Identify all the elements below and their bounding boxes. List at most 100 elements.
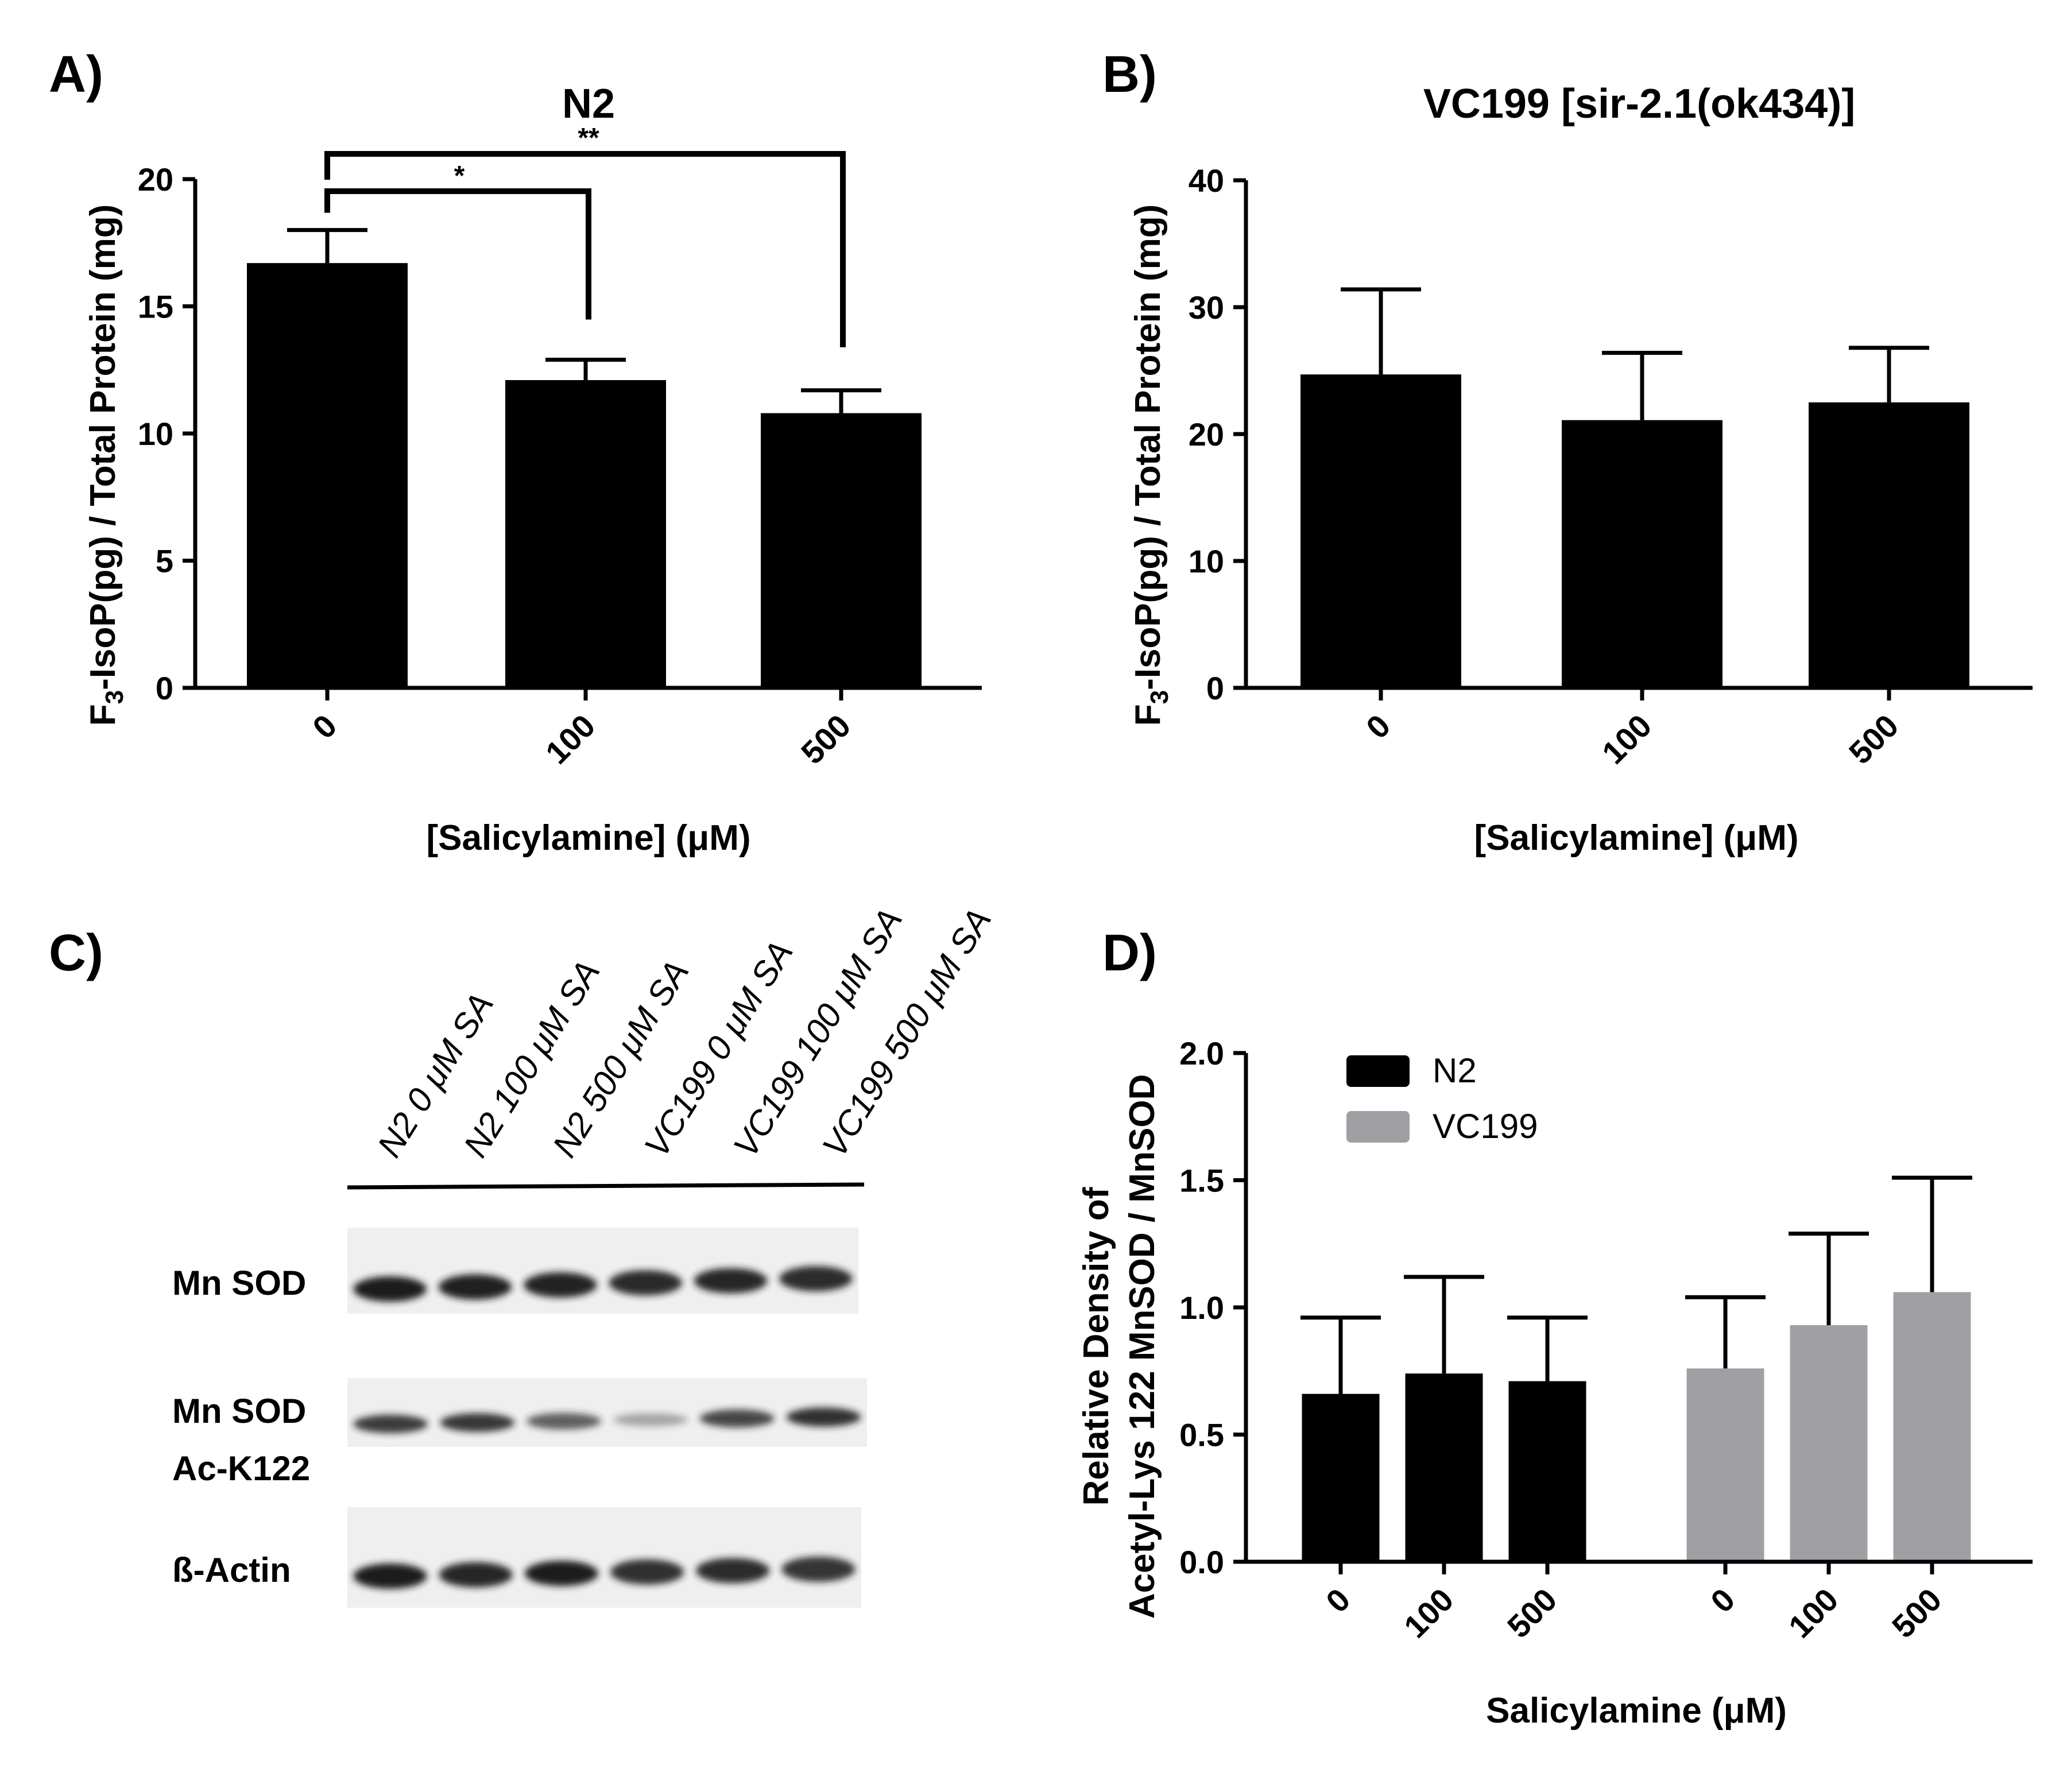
panel-d-x-axis-title: Salicylamine (μM) (1486, 1691, 1787, 1731)
panel-b-ylabel-sub: 3 (1145, 690, 1174, 704)
panel-a-label: A) (49, 46, 103, 103)
blot-band (353, 1276, 427, 1302)
panel-d-label: D) (1102, 924, 1157, 982)
a-sig-label-1: * (454, 161, 465, 191)
a-y-tick-label: 15 (138, 289, 173, 325)
panel-d: D) Relative Density of Acetyl-Lys 122 Mn… (1077, 924, 2033, 1731)
blot-band (696, 1558, 770, 1584)
blot-band (439, 1562, 513, 1588)
d-y-tick-label: 0.5 (1179, 1417, 1224, 1453)
blot-band (610, 1559, 684, 1585)
b-y-tick-label: 0 (1206, 670, 1224, 706)
d-bar-0-1 (1405, 1373, 1483, 1562)
b-bar-2 (1809, 402, 1969, 688)
d-x-tick-label: 0 (1704, 1581, 1742, 1620)
d-y-tick-label: 0.0 (1179, 1544, 1224, 1580)
d-bar-1-0 (1686, 1368, 1764, 1562)
d-x-tick-label: 500 (1500, 1581, 1564, 1645)
panel-d-legend: N2 VC199 (1346, 1051, 1538, 1145)
d-y-tick-label: 1.0 (1179, 1290, 1224, 1326)
blot-band (779, 1266, 853, 1291)
blot-band (438, 1274, 512, 1300)
blot-row-label-mnsod-ac: Mn SOD (172, 1392, 306, 1430)
panel-a-error-bars (287, 228, 881, 413)
panel-a-ylabel-main: F (83, 704, 123, 726)
blot-band (613, 1413, 688, 1427)
d-x-tick-label: 100 (1782, 1581, 1845, 1645)
panel-b-label: B) (1102, 46, 1157, 103)
panel-a-ylabel-rest: -IsoP(pg) / Total Protein (mg) (83, 204, 123, 690)
d-x-tick-label: 100 (1397, 1581, 1461, 1645)
blot-row-label-mnsod: Mn SOD (172, 1264, 306, 1302)
b-x-tick-label: 0 (1359, 707, 1398, 746)
a-sig-bracket-1 (324, 188, 591, 320)
panel-c-label: C) (49, 924, 103, 982)
blot-band (440, 1413, 515, 1432)
blot-band (699, 1409, 775, 1428)
a-sig-label-2: ** (578, 123, 599, 153)
panel-d-y-axis-title-line1: Relative Density of (1077, 1187, 1116, 1505)
blot-band (353, 1563, 427, 1589)
blot-membrane-0 (347, 1228, 858, 1314)
panel-b-error-bars (1341, 287, 1929, 420)
panel-b-y-axis-title: F3-IsoP(pg) / Total Protein (mg) (1128, 204, 1174, 726)
d-bar-0-2 (1508, 1381, 1586, 1562)
panel-b-ylabel-main: F (1128, 704, 1168, 726)
a-bar-0 (247, 263, 408, 688)
b-x-tick-label: 500 (1842, 707, 1906, 771)
a-x-tick-label: 100 (539, 707, 602, 771)
blot-row-label-actin: ß-Actin (172, 1551, 291, 1589)
panel-d-error-bars (1300, 1175, 1972, 1394)
blot-band (524, 1272, 597, 1298)
panel-d-y-ticks: 0.0 0.5 1.0 1.5 2.0 (1179, 1035, 1246, 1580)
panel-b-x-axis-title: [Salicylamine] (μM) (1474, 818, 1798, 858)
b-bar-1 (1562, 420, 1723, 688)
panel-d-bars (1302, 1292, 1971, 1562)
blot-lane-label: VC199 500 μM SA (815, 901, 998, 1164)
blot-images (347, 1228, 867, 1608)
legend-label-n2: N2 (1433, 1051, 1477, 1090)
b-y-tick-label: 10 (1189, 543, 1224, 579)
d-bar-1-1 (1790, 1325, 1868, 1562)
blot-membrane-2 (347, 1507, 861, 1608)
blot-band (527, 1412, 601, 1430)
blot-band (781, 1557, 856, 1582)
blot-band (694, 1268, 768, 1294)
blot-row-label-ack122: Ac-K122 (172, 1449, 310, 1488)
panel-a-x-ticks: 0 100 500 (305, 688, 858, 771)
panel-a-ylabel-sub: 3 (100, 690, 129, 704)
b-y-tick-label: 40 (1189, 162, 1224, 199)
d-y-tick-label: 2.0 (1179, 1035, 1224, 1071)
panel-d-x-ticks: 0 100 500 0 100 500 (1319, 1562, 1949, 1645)
panel-b-bars (1300, 374, 1969, 688)
a-bar-1 (505, 380, 666, 688)
panel-b-x-ticks: 0 100 500 (1359, 688, 1906, 771)
panel-a-bars (247, 263, 922, 688)
b-x-tick-label: 100 (1595, 707, 1659, 771)
a-sig-bracket-2 (324, 151, 846, 347)
d-y-tick-label: 1.5 (1179, 1163, 1224, 1199)
panel-a-y-axis-title: F3-IsoP(pg) / Total Protein (mg) (83, 204, 129, 726)
panel-a-y-ticks: 0 5 10 15 20 (138, 161, 195, 706)
panel-b: B) VC199 [sir-2.1(ok434)] F3-IsoP(pg) / … (1102, 46, 2033, 858)
d-bar-1-2 (1893, 1292, 1971, 1562)
d-bar-0-0 (1302, 1394, 1380, 1562)
panel-b-ylabel-rest: -IsoP(pg) / Total Protein (mg) (1128, 204, 1168, 690)
a-y-tick-label: 20 (138, 161, 173, 198)
blot-band (609, 1270, 682, 1296)
a-bar-2 (761, 413, 922, 688)
blot-membrane-1 (347, 1378, 867, 1447)
d-x-tick-label: 500 (1885, 1581, 1949, 1645)
panel-a-x-axis-title: [Salicylamine] (μM) (426, 818, 750, 858)
a-x-tick-label: 500 (794, 707, 858, 771)
panel-a: A) N2 F3-IsoP(pg) / Total Protein (mg) [… (49, 46, 982, 858)
panel-d-y-axis-title-line2: Acetyl-Lys 122 MnSOD / MnSOD (1122, 1074, 1162, 1619)
a-y-tick-label: 5 (156, 543, 173, 579)
a-y-tick-label: 0 (156, 670, 173, 706)
a-y-tick-label: 10 (138, 416, 173, 452)
blot-lane-label: VC199 100 μM SA (726, 901, 909, 1164)
b-bar-0 (1300, 374, 1461, 688)
